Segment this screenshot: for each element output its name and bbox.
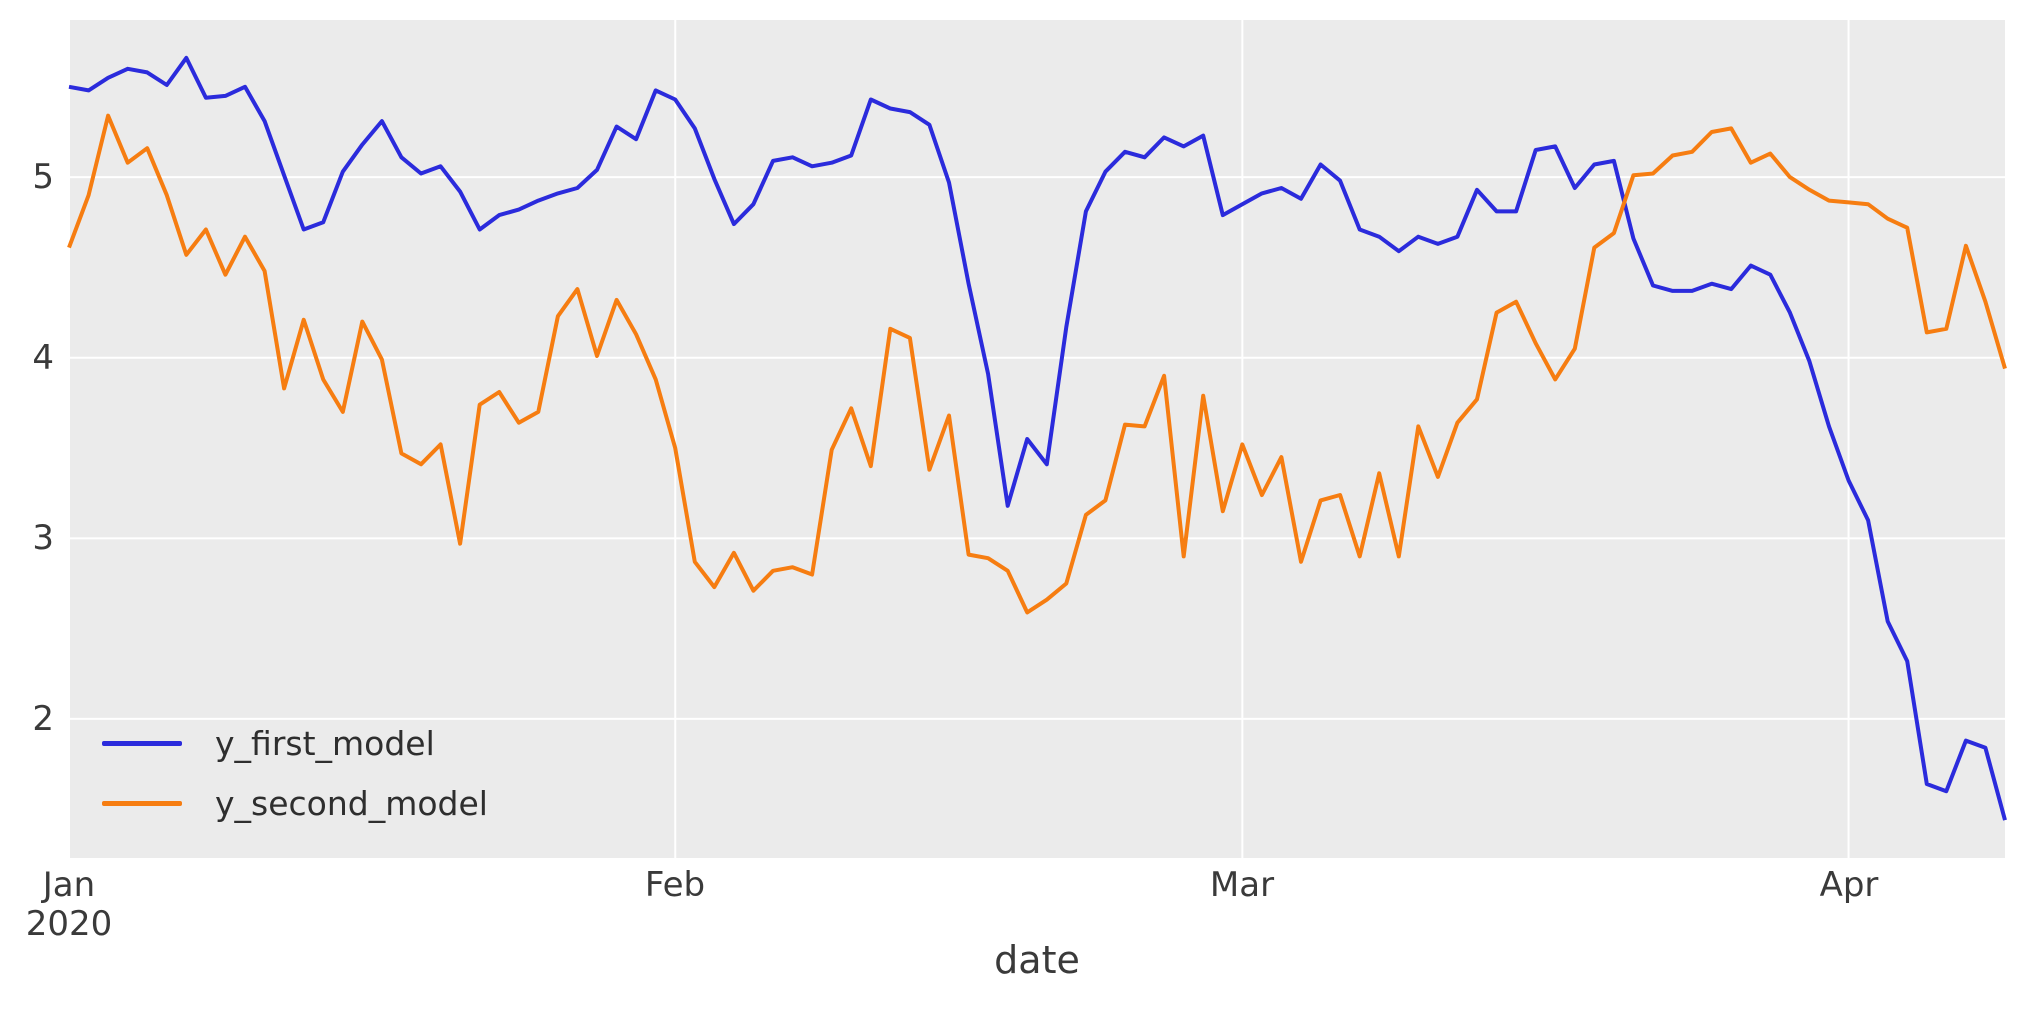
legend-label: y_first_model — [215, 723, 435, 763]
x-tick-label-jan: Jan 2020 — [25, 865, 113, 945]
series-line-y_second_model — [67, 113, 2007, 615]
legend-item-y-first-model: y_first_model — [102, 713, 488, 773]
x-axis-title: date — [994, 938, 1080, 982]
x-tick-month: Jan — [42, 865, 96, 905]
x-tick-year: 2020 — [25, 904, 113, 945]
x-tick-label-apr: Apr — [1819, 865, 1879, 905]
series-line-y_first_model — [68, 55, 2007, 821]
y-tick-label-2: 2 — [32, 699, 54, 739]
legend-label: y_second_model — [215, 783, 488, 823]
legend-line-swatch-blue — [102, 740, 182, 746]
legend-line-swatch-orange — [102, 800, 182, 806]
x-tick-label-feb: Feb — [644, 865, 706, 905]
legend: y_first_model y_second_model — [102, 713, 488, 833]
legend-item-y-second-model: y_second_model — [102, 773, 488, 833]
y-tick-label-4: 4 — [32, 338, 54, 378]
y-tick-label-3: 3 — [32, 518, 54, 558]
y-tick-label-5: 5 — [32, 157, 54, 197]
x-tick-label-mar: Mar — [1209, 865, 1275, 905]
